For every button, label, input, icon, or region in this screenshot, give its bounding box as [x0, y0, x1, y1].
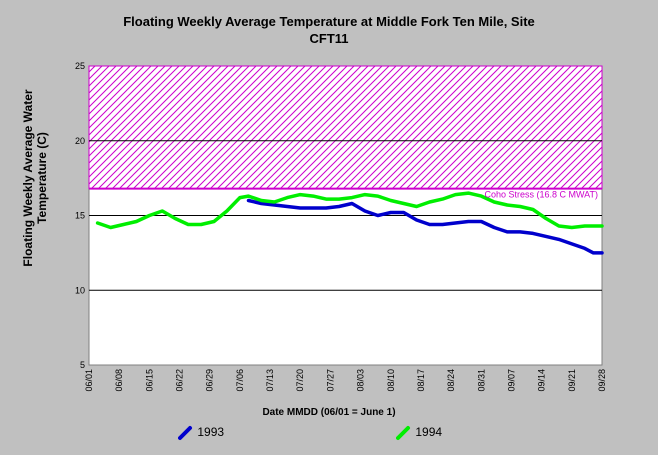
legend-swatch-1994: [396, 426, 410, 440]
x-tick-label: 09/07: [506, 369, 516, 392]
y-tick-label: 10: [75, 285, 85, 295]
x-tick-label: 08/24: [446, 369, 456, 392]
series-line-1993: [246, 198, 604, 255]
x-tick-label: 07/06: [235, 369, 245, 392]
stress-band-label: Coho Stress (16.8 C MWAT): [484, 190, 598, 200]
x-tick-label: 09/21: [567, 369, 577, 392]
x-tick-label: 06/29: [205, 369, 215, 392]
x-tick-label: 06/22: [175, 369, 185, 392]
legend-label-1993: 1993: [197, 425, 225, 440]
series-line-1994: [95, 191, 604, 230]
x-tick-label: 08/17: [416, 369, 426, 392]
x-axis-label: Date MMDD (06/01 = June 1): [262, 407, 396, 418]
x-tick-label: 07/20: [295, 369, 305, 392]
x-tick-label: 06/15: [144, 369, 154, 392]
y-tick-label: 25: [75, 61, 85, 71]
stress-band: [88, 65, 603, 190]
x-tick-label: 08/10: [386, 369, 396, 392]
y-axis-label: Floating Weekly Average Water Temperatur…: [21, 89, 49, 267]
chart-subtitle: CFT11: [309, 31, 349, 46]
legend-item-1994: 1994: [396, 425, 442, 441]
x-tick-label: 09/14: [537, 369, 547, 392]
legend-item-1993: 1993: [178, 425, 224, 441]
legend-swatch-1993: [178, 426, 192, 440]
x-tick-label: 08/31: [476, 369, 486, 392]
x-tick-label: 08/03: [356, 369, 366, 392]
x-tick-label: 07/27: [325, 369, 335, 392]
y-tick-label: 20: [75, 136, 85, 146]
legend-label-1994: 1994: [415, 425, 443, 440]
x-tick-label: 06/01: [84, 369, 94, 392]
y-tick-label: 15: [75, 211, 85, 221]
chart-title: Floating Weekly Average Temperature at M…: [123, 14, 535, 29]
x-tick-label: 06/08: [114, 369, 124, 392]
x-tick-label: 09/28: [597, 369, 607, 392]
y-tick-label: 5: [80, 360, 85, 370]
x-tick-label: 07/13: [265, 369, 275, 392]
